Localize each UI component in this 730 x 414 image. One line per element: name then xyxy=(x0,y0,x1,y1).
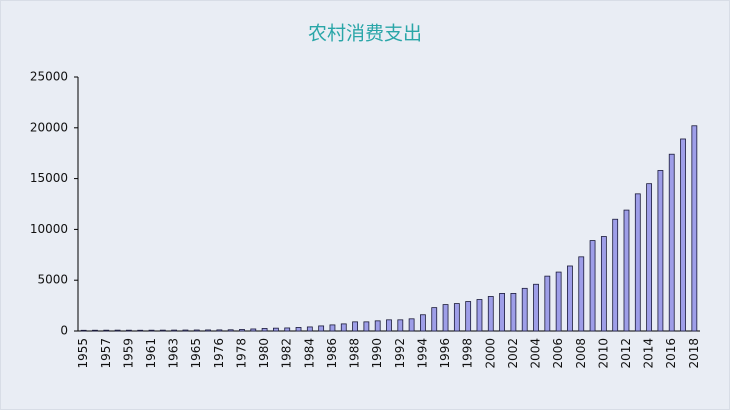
x-tick-label: 1996 xyxy=(438,338,452,369)
bar xyxy=(668,153,675,332)
bar xyxy=(612,218,619,332)
bar xyxy=(397,319,404,332)
x-tick-label: 1959 xyxy=(121,338,135,369)
bar xyxy=(205,329,211,332)
bar xyxy=(284,327,291,332)
bar xyxy=(171,329,178,332)
bar xyxy=(216,329,223,332)
y-tick-label: 25000 xyxy=(30,70,68,84)
bar xyxy=(159,329,166,332)
x-tick-label: 2004 xyxy=(529,338,543,369)
x-tick-label: 2006 xyxy=(551,338,565,369)
bar xyxy=(691,125,698,332)
chart-title: 农村消费支出 xyxy=(308,23,422,45)
bar xyxy=(125,329,132,332)
bar xyxy=(193,329,200,332)
bar xyxy=(453,303,460,332)
x-tick-label: 2010 xyxy=(596,338,610,369)
bar xyxy=(306,326,313,332)
bar xyxy=(431,307,438,332)
x-tick-label: 1990 xyxy=(370,338,384,369)
x-tick-label: 1982 xyxy=(280,338,294,369)
bar xyxy=(578,256,585,332)
bar xyxy=(329,324,336,332)
bar xyxy=(623,209,630,332)
x-tick-label: 1961 xyxy=(144,338,158,369)
bar xyxy=(318,325,325,332)
bar xyxy=(295,327,302,332)
bar xyxy=(408,318,415,332)
bar xyxy=(92,329,98,332)
x-tick-label: 1957 xyxy=(99,338,113,369)
y-tick-label: 10000 xyxy=(30,222,68,236)
bar xyxy=(352,321,358,332)
bar xyxy=(148,329,155,332)
x-tick-label: 1994 xyxy=(415,338,429,369)
bar xyxy=(250,328,257,332)
bar xyxy=(227,329,234,332)
x-tick-label: 1980 xyxy=(257,338,271,369)
x-tick-label: 2018 xyxy=(687,338,701,369)
x-tick-label: 1963 xyxy=(167,338,181,369)
bar xyxy=(374,320,381,332)
bar xyxy=(555,271,562,332)
bar xyxy=(420,314,426,332)
bar xyxy=(182,329,189,332)
bar xyxy=(386,319,392,332)
y-tick-label: 20000 xyxy=(30,120,68,134)
x-tick-label: 1998 xyxy=(461,338,475,369)
bar xyxy=(533,283,539,332)
bar xyxy=(340,323,347,332)
bar xyxy=(239,329,245,332)
x-tick-label: 2012 xyxy=(619,338,633,369)
y-tick-label: 5000 xyxy=(37,273,68,287)
bar xyxy=(544,275,551,332)
y-tick-label: 0 xyxy=(60,324,68,338)
bar xyxy=(363,321,370,332)
bar xyxy=(646,183,653,332)
bar xyxy=(80,329,87,332)
bar xyxy=(137,329,144,332)
x-tick-label: 2000 xyxy=(483,338,497,369)
bar xyxy=(680,138,686,332)
bar xyxy=(600,236,607,332)
bar xyxy=(589,240,596,332)
x-tick-label: 2016 xyxy=(664,338,678,369)
x-tick-label: 1986 xyxy=(325,338,339,369)
x-tick-label: 2008 xyxy=(574,338,588,369)
bar xyxy=(114,329,121,332)
x-tick-label: 1988 xyxy=(348,338,362,369)
x-tick-label: 1984 xyxy=(302,338,316,369)
x-tick-label: 2014 xyxy=(642,338,656,369)
bar xyxy=(487,296,494,332)
x-tick-label: 1978 xyxy=(234,338,248,369)
x-tick-label: 1965 xyxy=(189,338,203,369)
x-tick-label: 2002 xyxy=(506,338,520,369)
bar xyxy=(465,301,472,332)
x-tick-label: 1976 xyxy=(212,338,226,369)
bar xyxy=(657,170,664,332)
bar xyxy=(499,293,505,332)
bar xyxy=(476,299,483,332)
x-tick-label: 1992 xyxy=(393,338,407,369)
bar xyxy=(442,304,449,332)
bar xyxy=(567,265,573,332)
bar xyxy=(634,193,641,332)
y-tick-label: 15000 xyxy=(30,171,68,185)
bar xyxy=(261,328,268,332)
x-tick-label: 1955 xyxy=(76,338,90,369)
bar xyxy=(510,293,517,332)
bar xyxy=(273,327,279,332)
bar xyxy=(521,287,528,332)
bar xyxy=(103,329,110,332)
